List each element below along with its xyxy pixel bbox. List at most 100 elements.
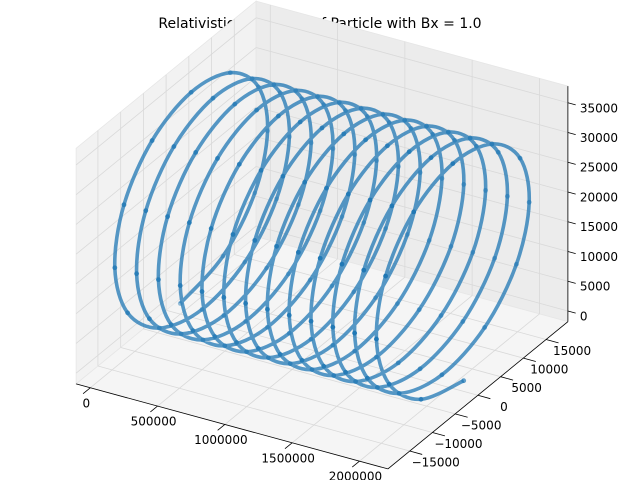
z-tick-label: 30000 xyxy=(580,131,618,145)
point xyxy=(374,336,379,342)
point xyxy=(396,390,402,396)
point xyxy=(483,187,488,193)
x-tick xyxy=(150,405,158,413)
point xyxy=(315,94,320,99)
point xyxy=(386,120,392,125)
point xyxy=(307,277,313,283)
x-tick xyxy=(217,424,226,431)
point xyxy=(299,357,305,363)
point xyxy=(190,328,196,334)
x-tick-label: 2000000 xyxy=(329,470,382,480)
y-tick xyxy=(500,376,514,381)
point xyxy=(143,208,149,214)
point xyxy=(299,96,305,102)
x-tick-label: 1500000 xyxy=(261,451,314,465)
point xyxy=(526,199,532,205)
point xyxy=(395,360,401,366)
point xyxy=(243,318,249,324)
point xyxy=(177,283,183,288)
point xyxy=(200,337,206,343)
point xyxy=(220,253,226,259)
point xyxy=(439,176,445,181)
point xyxy=(234,340,240,345)
point xyxy=(395,164,401,169)
point xyxy=(275,113,281,119)
grid-line xyxy=(234,254,547,340)
z-tick xyxy=(567,310,576,314)
point xyxy=(319,125,325,131)
point xyxy=(495,149,501,155)
point xyxy=(286,271,291,277)
point xyxy=(295,202,301,208)
point xyxy=(317,255,323,261)
point xyxy=(424,123,429,129)
point xyxy=(448,244,454,249)
point xyxy=(265,324,270,330)
point xyxy=(430,132,436,137)
point xyxy=(230,232,236,237)
point xyxy=(309,367,315,373)
point xyxy=(383,226,388,232)
point xyxy=(265,306,270,312)
point xyxy=(156,325,162,331)
point xyxy=(504,193,510,199)
z-tick xyxy=(567,132,576,136)
point xyxy=(221,312,227,318)
point xyxy=(339,261,345,267)
point xyxy=(215,155,220,161)
grid-line xyxy=(75,106,257,255)
z-tick xyxy=(567,102,576,106)
point xyxy=(134,271,140,277)
point xyxy=(286,330,292,336)
grid-line xyxy=(75,136,257,285)
point xyxy=(178,331,184,337)
point xyxy=(236,161,242,167)
x-tick xyxy=(82,387,91,394)
point xyxy=(186,220,192,225)
y-tick xyxy=(477,394,491,400)
point xyxy=(244,349,249,355)
z-tick-label: 5000 xyxy=(580,280,611,294)
grid-line xyxy=(120,347,433,433)
point xyxy=(438,313,444,318)
point xyxy=(232,101,238,107)
point xyxy=(227,70,233,76)
point xyxy=(467,135,473,141)
z-tick-label: 15000 xyxy=(580,220,618,234)
point xyxy=(351,289,357,295)
point xyxy=(367,197,373,203)
point xyxy=(264,265,270,271)
point xyxy=(374,158,379,164)
point xyxy=(339,214,345,220)
grid-line xyxy=(143,328,456,415)
z-tick xyxy=(567,221,576,225)
point xyxy=(439,372,445,378)
point xyxy=(208,226,214,231)
point xyxy=(210,95,216,101)
y-tick xyxy=(545,339,559,344)
x-axis xyxy=(76,383,388,470)
point xyxy=(252,190,258,196)
y-tick-label: 10000 xyxy=(530,363,568,377)
point xyxy=(389,203,395,209)
point xyxy=(302,179,308,185)
point xyxy=(402,117,408,123)
point xyxy=(258,167,264,173)
point xyxy=(461,378,467,384)
point xyxy=(361,220,367,226)
point xyxy=(417,366,423,372)
x-tick-label: 500000 xyxy=(131,415,177,429)
z-tick-label: 0 xyxy=(580,309,588,323)
z-tick xyxy=(567,251,576,254)
point xyxy=(274,243,279,249)
point xyxy=(343,369,349,375)
point xyxy=(274,196,279,202)
z-tick xyxy=(567,161,576,165)
point xyxy=(242,259,248,265)
z-tick-label: 25000 xyxy=(580,161,618,175)
point xyxy=(287,361,293,367)
point xyxy=(374,385,380,390)
point xyxy=(352,330,358,336)
point xyxy=(330,342,336,348)
